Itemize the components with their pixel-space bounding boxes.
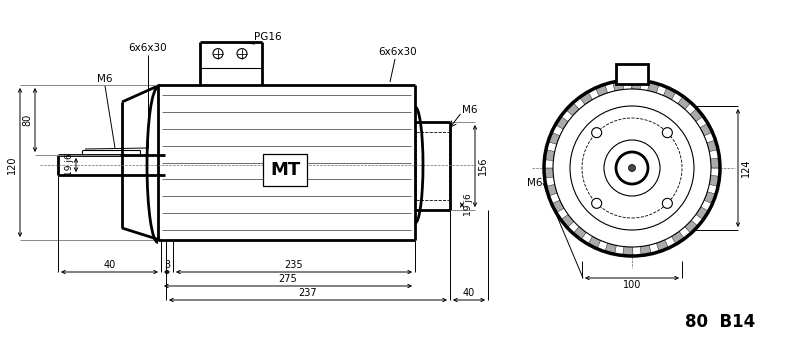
Text: 6x6x30: 6x6x30 [378,47,418,57]
Polygon shape [640,245,651,255]
Text: PG16: PG16 [254,32,282,42]
Polygon shape [573,227,586,240]
Polygon shape [710,158,720,168]
Text: 237: 237 [298,288,318,298]
Polygon shape [613,80,624,91]
Polygon shape [605,243,616,254]
Polygon shape [623,246,633,256]
Polygon shape [616,64,648,84]
Polygon shape [544,150,554,161]
Text: 3: 3 [164,260,170,270]
Polygon shape [595,84,607,96]
Polygon shape [663,87,676,100]
Polygon shape [690,108,703,121]
Text: 235: 235 [285,260,303,270]
Circle shape [616,152,648,184]
Circle shape [592,128,602,138]
Text: M6: M6 [98,74,113,84]
Polygon shape [544,168,554,178]
Text: 100: 100 [623,280,641,290]
Text: 80: 80 [22,114,32,126]
Polygon shape [579,92,593,105]
Polygon shape [710,175,720,186]
Circle shape [553,89,711,247]
Polygon shape [648,82,659,93]
Text: 124: 124 [741,159,751,177]
Polygon shape [657,240,669,252]
Text: MT: MT [270,161,300,179]
Circle shape [662,198,672,208]
Polygon shape [696,207,709,220]
Polygon shape [548,132,560,145]
Polygon shape [631,80,641,90]
Text: 120: 120 [7,156,17,174]
Text: M6: M6 [526,178,542,188]
Polygon shape [707,140,718,152]
Circle shape [629,164,635,172]
Polygon shape [566,103,579,116]
Text: 19 j6: 19 j6 [65,154,74,176]
Polygon shape [685,220,698,233]
Text: 156: 156 [478,157,488,175]
Circle shape [592,198,602,208]
Polygon shape [561,215,574,228]
Text: 19 j6: 19 j6 [464,194,473,216]
Text: 40: 40 [463,288,475,298]
Polygon shape [552,200,564,213]
Text: 40: 40 [103,260,116,270]
Circle shape [604,140,660,196]
Text: M6: M6 [462,105,478,115]
Text: 275: 275 [278,274,298,284]
Polygon shape [555,116,568,129]
Text: 80  B14: 80 B14 [685,313,755,331]
Polygon shape [546,184,557,196]
Circle shape [662,128,672,138]
Polygon shape [704,191,716,204]
Polygon shape [588,236,601,249]
Polygon shape [700,123,712,136]
Polygon shape [671,231,685,244]
Text: 6x6x30: 6x6x30 [129,43,167,53]
Polygon shape [678,96,691,109]
